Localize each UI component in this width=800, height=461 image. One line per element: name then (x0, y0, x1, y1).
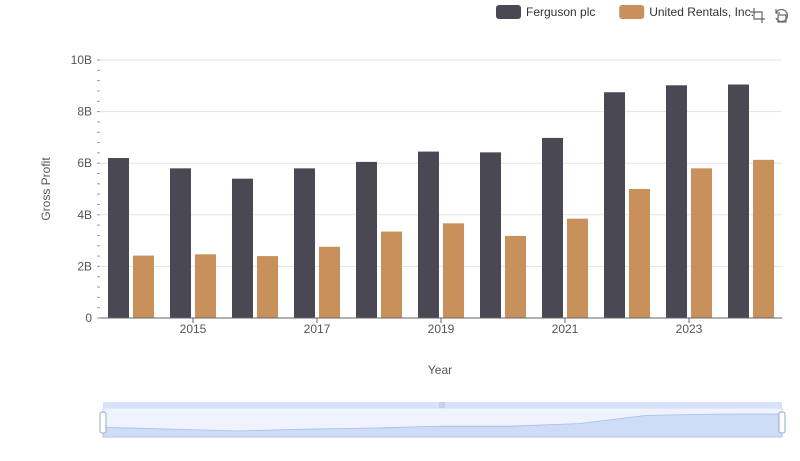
data-zoom-handle-left[interactable] (99, 411, 107, 434)
bar-ferguson-plc-2020[interactable] (480, 152, 501, 318)
data-zoom-top-bar[interactable] (103, 402, 782, 408)
bar-united-rentals-inc-2020[interactable] (505, 235, 526, 318)
x-axis: 2015 2017 2019 2021 2023 (100, 317, 782, 336)
legend: Ferguson plc United Rentals, Inc. (496, 5, 754, 19)
bar-ferguson-plc-2023[interactable] (666, 85, 687, 318)
x-tick-label: 2023 (676, 322, 703, 336)
legend-label[interactable]: Ferguson plc (526, 5, 595, 19)
bar-united-rentals-inc-2021[interactable] (567, 218, 588, 318)
y-tick-label: 10B (71, 53, 92, 67)
x-tick-label: 2017 (304, 322, 331, 336)
bar-ferguson-plc-2022[interactable] (604, 92, 625, 318)
zoom-select-icon[interactable] (748, 6, 766, 24)
bar-ferguson-plc-2014[interactable] (108, 158, 129, 318)
y-axis-title: Gross Profit (39, 157, 53, 221)
y-tick-label: 2B (77, 259, 92, 273)
bar-united-rentals-inc-2019[interactable] (443, 223, 464, 318)
y-axis-minor-ticks (97, 59, 100, 319)
bar-ferguson-plc-2017[interactable] (294, 168, 315, 318)
y-tick-label: 0 (85, 311, 92, 325)
bar-united-rentals-inc-2023[interactable] (691, 168, 712, 318)
bars (108, 84, 774, 318)
x-tick-label: 2015 (180, 322, 207, 336)
bar-ferguson-plc-2016[interactable] (232, 178, 253, 318)
bar-united-rentals-inc-2022[interactable] (629, 189, 650, 318)
data-zoom-slider[interactable]: ||| (99, 402, 786, 438)
bar-ferguson-plc-2019[interactable] (418, 151, 439, 318)
bar-united-rentals-inc-2016[interactable] (257, 256, 278, 318)
y-tick-label: 6B (77, 156, 92, 170)
data-zoom-preview-area (102, 413, 783, 438)
x-tick-label: 2019 (428, 322, 455, 336)
restore-icon[interactable] (772, 6, 790, 24)
bar-ferguson-plc-2018[interactable] (356, 161, 377, 318)
bar-united-rentals-inc-2014[interactable] (133, 255, 154, 318)
bar-united-rentals-inc-2015[interactable] (195, 254, 216, 318)
legend-swatch[interactable] (496, 5, 521, 19)
bar-ferguson-plc-2024[interactable] (728, 84, 749, 318)
legend-swatch[interactable] (619, 5, 645, 19)
x-tick-label: 2021 (552, 322, 579, 336)
y-axis-tick-labels: 0 2B 4B 6B 8B 10B (71, 53, 93, 325)
y-tick-label: 8B (77, 105, 92, 119)
bar-united-rentals-inc-2017[interactable] (319, 246, 340, 318)
y-tick-label: 4B (77, 208, 92, 222)
bar-united-rentals-inc-2018[interactable] (381, 231, 402, 318)
x-axis-title: Year (428, 363, 452, 377)
legend-label[interactable]: United Rentals, Inc. (649, 5, 754, 19)
bar-united-rentals-inc-2024[interactable] (753, 159, 774, 318)
data-zoom-grip[interactable]: ||| (439, 402, 445, 409)
bar-ferguson-plc-2015[interactable] (170, 168, 191, 318)
data-zoom-handle-right[interactable] (778, 411, 786, 434)
bar-ferguson-plc-2021[interactable] (542, 137, 563, 318)
